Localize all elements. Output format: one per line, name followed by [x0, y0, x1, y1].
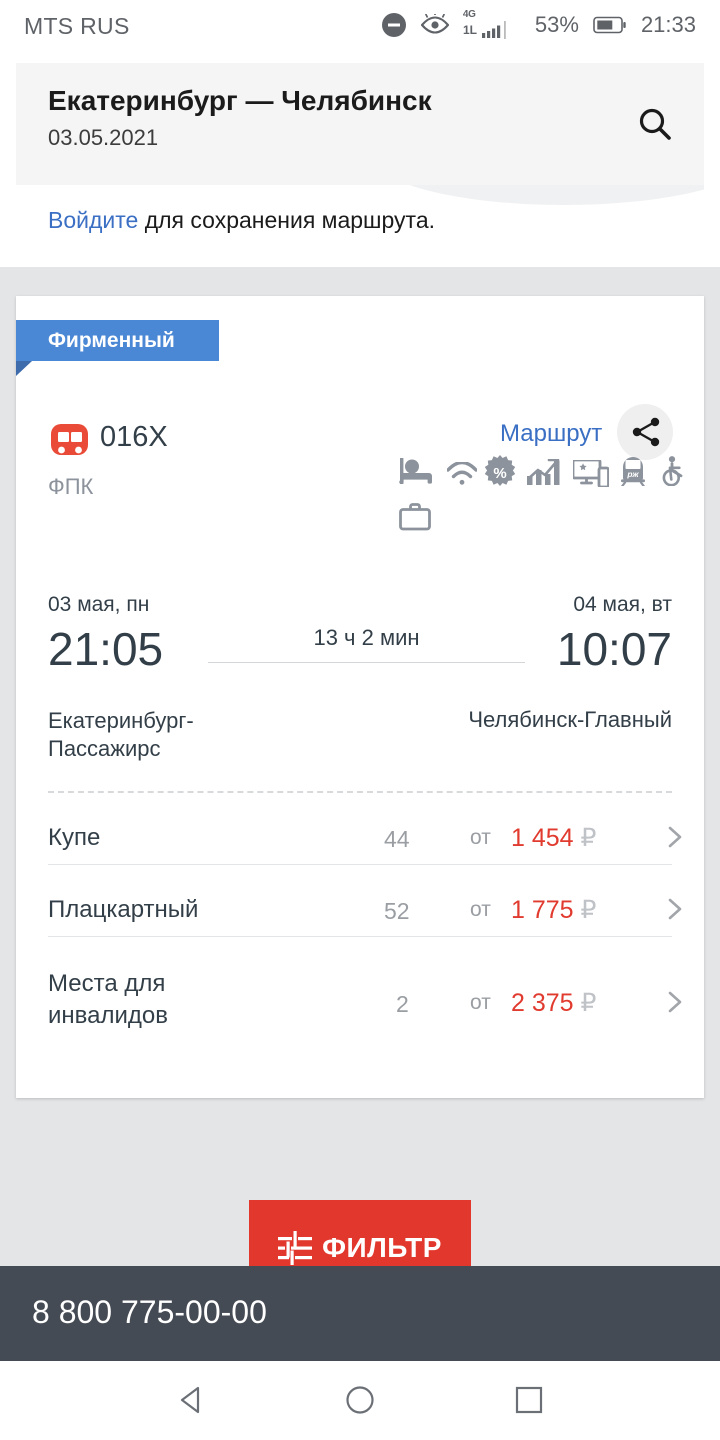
svg-text:1L: 1L [463, 23, 477, 37]
svg-text:рж: рж [626, 469, 639, 479]
svg-text:%: % [493, 465, 506, 482]
